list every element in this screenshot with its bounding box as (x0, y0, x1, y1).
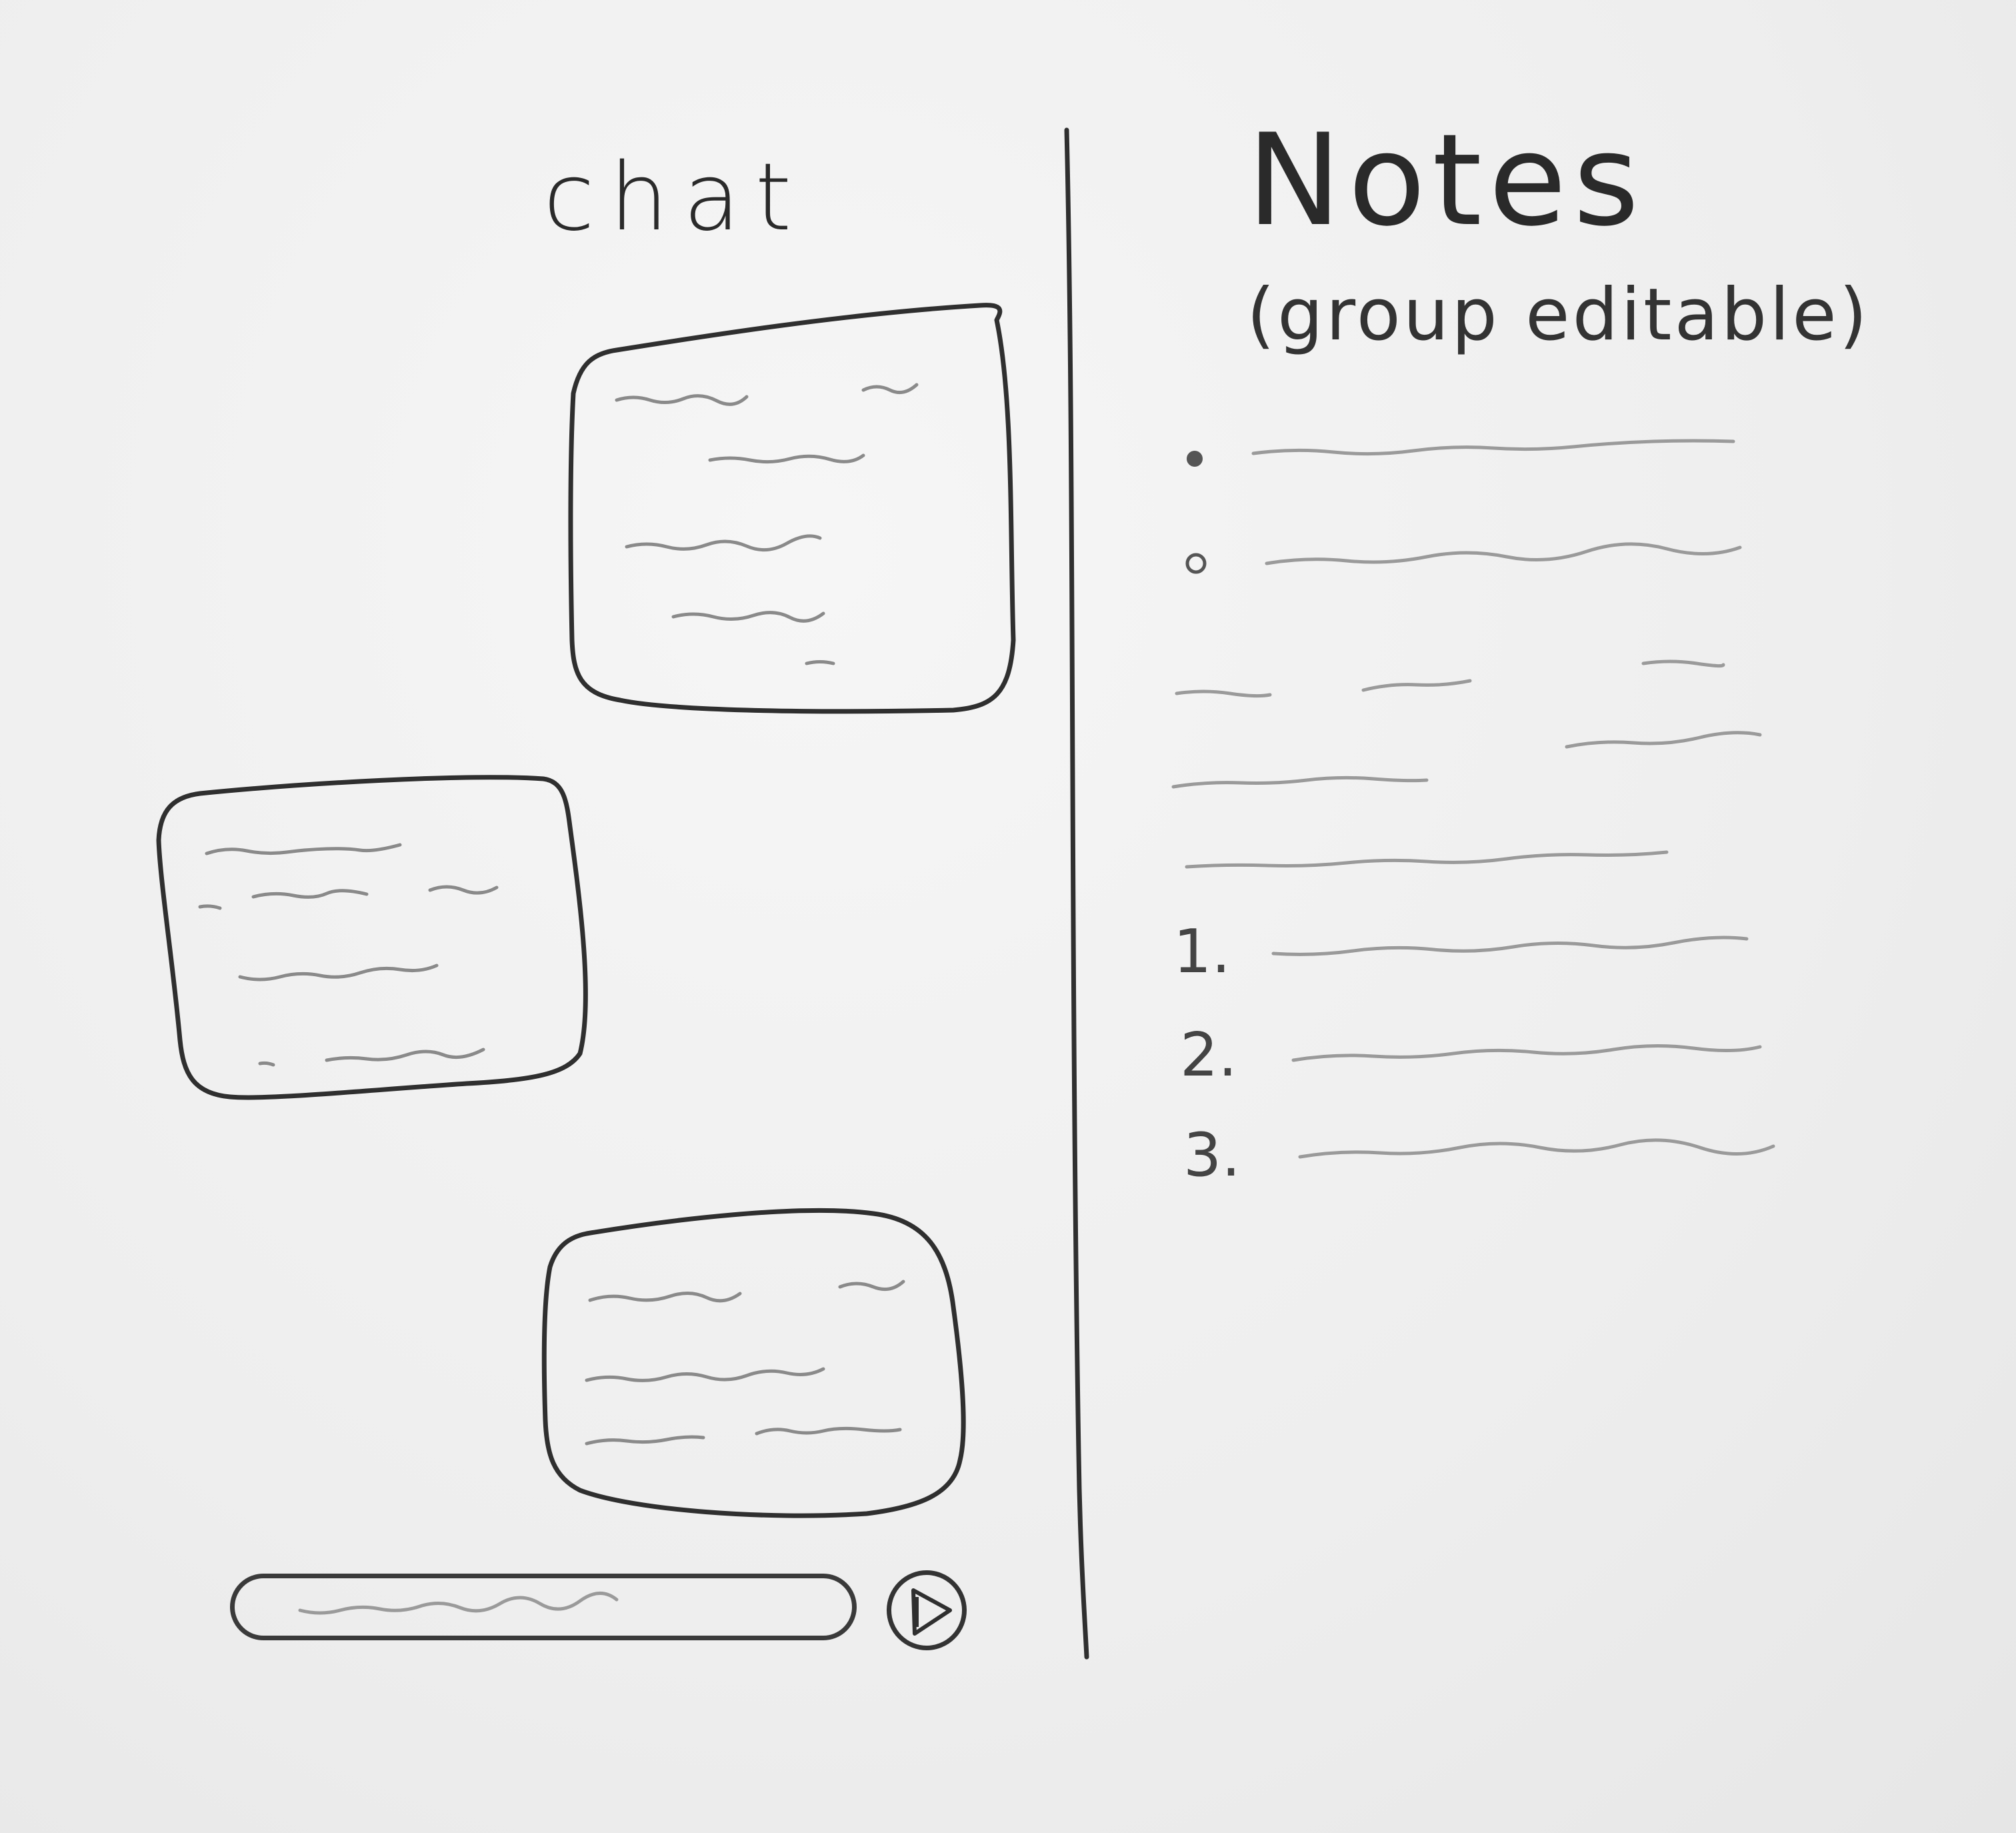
chat-panel-title: chat (543, 143, 807, 252)
numbered-marker-3: 3. (1183, 1120, 1241, 1190)
send-icon (891, 1575, 962, 1646)
note-line-bullet-2 (1265, 542, 1742, 565)
numbered-marker-1: 1. (1173, 917, 1231, 987)
text-line (625, 534, 822, 552)
text-line (205, 843, 402, 855)
text-line (325, 1048, 485, 1062)
notes-panel-subtitle: (group editable) (1247, 273, 1870, 357)
notes-panel-title: Notes (1247, 107, 1646, 254)
note-line-para (1361, 679, 1472, 692)
message-bubble-outline (541, 1208, 966, 1518)
text-line (258, 1061, 275, 1067)
note-line-para (1175, 689, 1272, 698)
text-line (428, 885, 499, 895)
message-bubble-outline (568, 303, 1016, 714)
panel-divider (1064, 127, 1089, 1660)
numbered-marker-2: 2. (1180, 1020, 1237, 1090)
chat-message-input[interactable] (230, 1574, 857, 1640)
send-button[interactable] (887, 1570, 967, 1650)
text-line (671, 611, 825, 623)
text-line (615, 394, 749, 406)
note-line-para (1185, 850, 1669, 869)
text-line (198, 904, 222, 910)
text-line (805, 660, 835, 665)
note-line-para (1171, 775, 1429, 789)
chat-message-3 (541, 1208, 966, 1518)
text-line (708, 453, 865, 464)
text-line (861, 383, 919, 395)
text-line (238, 964, 439, 982)
note-line-para (1641, 659, 1725, 668)
text-line (838, 1280, 905, 1292)
text-line (251, 889, 369, 899)
text-line (588, 1292, 742, 1303)
bullet-dot (1185, 553, 1207, 574)
note-line-numbered-3 (1298, 1138, 1775, 1159)
bullet-dot (1187, 451, 1203, 467)
text-line (755, 1426, 902, 1436)
text-line (585, 1435, 705, 1446)
note-line-numbered-2 (1291, 1044, 1762, 1062)
note-line-numbered-1 (1271, 936, 1749, 956)
chat-message-2 (156, 775, 588, 1100)
chat-message-1 (568, 303, 1016, 714)
message-bubble-outline (156, 775, 588, 1100)
note-line-para (1565, 731, 1762, 749)
note-line-bullet-1 (1251, 439, 1735, 456)
text-line (585, 1367, 825, 1382)
input-scribble (298, 1592, 619, 1615)
